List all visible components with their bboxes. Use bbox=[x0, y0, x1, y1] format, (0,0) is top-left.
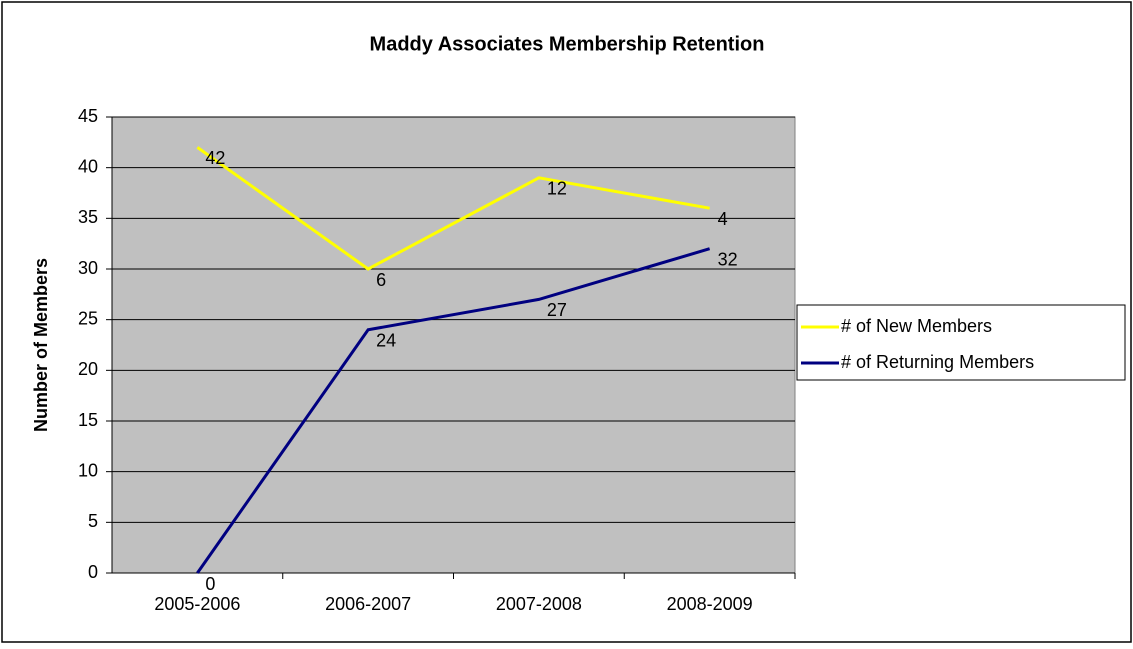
data-label: 0 bbox=[205, 574, 215, 594]
y-tick-label: 30 bbox=[78, 258, 98, 278]
y-axis-label: Number of Members bbox=[31, 258, 51, 432]
y-tick-label: 0 bbox=[88, 562, 98, 582]
plot-area bbox=[111, 116, 796, 574]
x-tick-label: 2007-2008 bbox=[496, 594, 582, 614]
series-line bbox=[196, 247, 711, 574]
legend-label: # of Returning Members bbox=[841, 352, 1034, 372]
series-line bbox=[196, 146, 710, 271]
data-label: 42 bbox=[205, 148, 225, 168]
y-tick-label: 25 bbox=[78, 308, 98, 328]
y-tick-label: 10 bbox=[78, 460, 98, 480]
x-tick-label: 2008-2009 bbox=[667, 594, 753, 614]
y-tick-label: 15 bbox=[78, 410, 98, 430]
y-tick-label: 35 bbox=[78, 207, 98, 227]
legend-label: # of New Members bbox=[841, 316, 992, 336]
y-tick-label: 45 bbox=[78, 106, 98, 126]
y-tick-label: 20 bbox=[78, 359, 98, 379]
data-label: 24 bbox=[376, 331, 396, 351]
x-tick-label: 2006-2007 bbox=[325, 594, 411, 614]
x-tick-label: 2005-2006 bbox=[154, 594, 240, 614]
data-label: 4 bbox=[718, 209, 728, 229]
data-label: 6 bbox=[376, 270, 386, 290]
chart-title: Maddy Associates Membership Retention bbox=[370, 33, 765, 55]
y-tick-label: 40 bbox=[78, 156, 98, 176]
data-label: 32 bbox=[718, 249, 738, 269]
data-label: 12 bbox=[547, 179, 567, 199]
legend-box bbox=[796, 304, 1126, 381]
y-tick-label: 5 bbox=[88, 511, 98, 531]
data-label: 27 bbox=[547, 300, 567, 320]
